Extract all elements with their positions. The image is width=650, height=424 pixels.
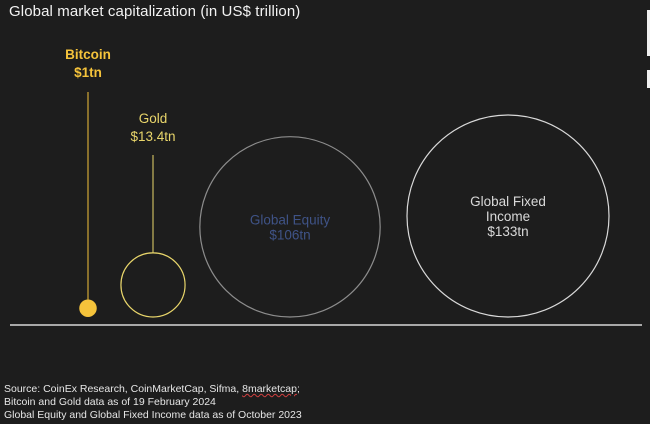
gold-value-label: $13.4tn [130,129,175,144]
gold-bubble [120,252,186,318]
spellcheck-flagged-word: 8marketcap [242,383,297,395]
global-fixed-income-bubble [406,114,610,318]
global-fixed-income-name-label-2: Income [486,209,530,224]
global-fixed-income-name-label-1: Global Fixed [470,194,546,209]
global-equity-name-label: Global Equity [250,212,331,227]
bitcoin-bubble [79,299,97,317]
source-note: Source: CoinEx Research, CoinMarketCap, … [4,383,302,422]
global-equity-bubble [199,136,381,318]
gold-name-label: Gold [139,111,168,126]
edge-mark-mid [647,70,650,88]
source-line-1: Source: CoinEx Research, CoinMarketCap, … [4,383,300,395]
global-fixed-income-value-label: $133tn [487,224,528,239]
chart-title: Global market capitalization (in US$ tri… [9,3,301,20]
source-line-2: Bitcoin and Gold data as of 19 February … [4,396,216,408]
global-equity-value-label: $106tn [269,227,310,242]
source-line-3: Global Equity and Global Fixed Income da… [4,409,302,421]
bitcoin-name-label: Bitcoin [65,47,111,62]
bitcoin-value-label: $1tn [74,65,102,80]
edge-mark-top [647,10,650,56]
